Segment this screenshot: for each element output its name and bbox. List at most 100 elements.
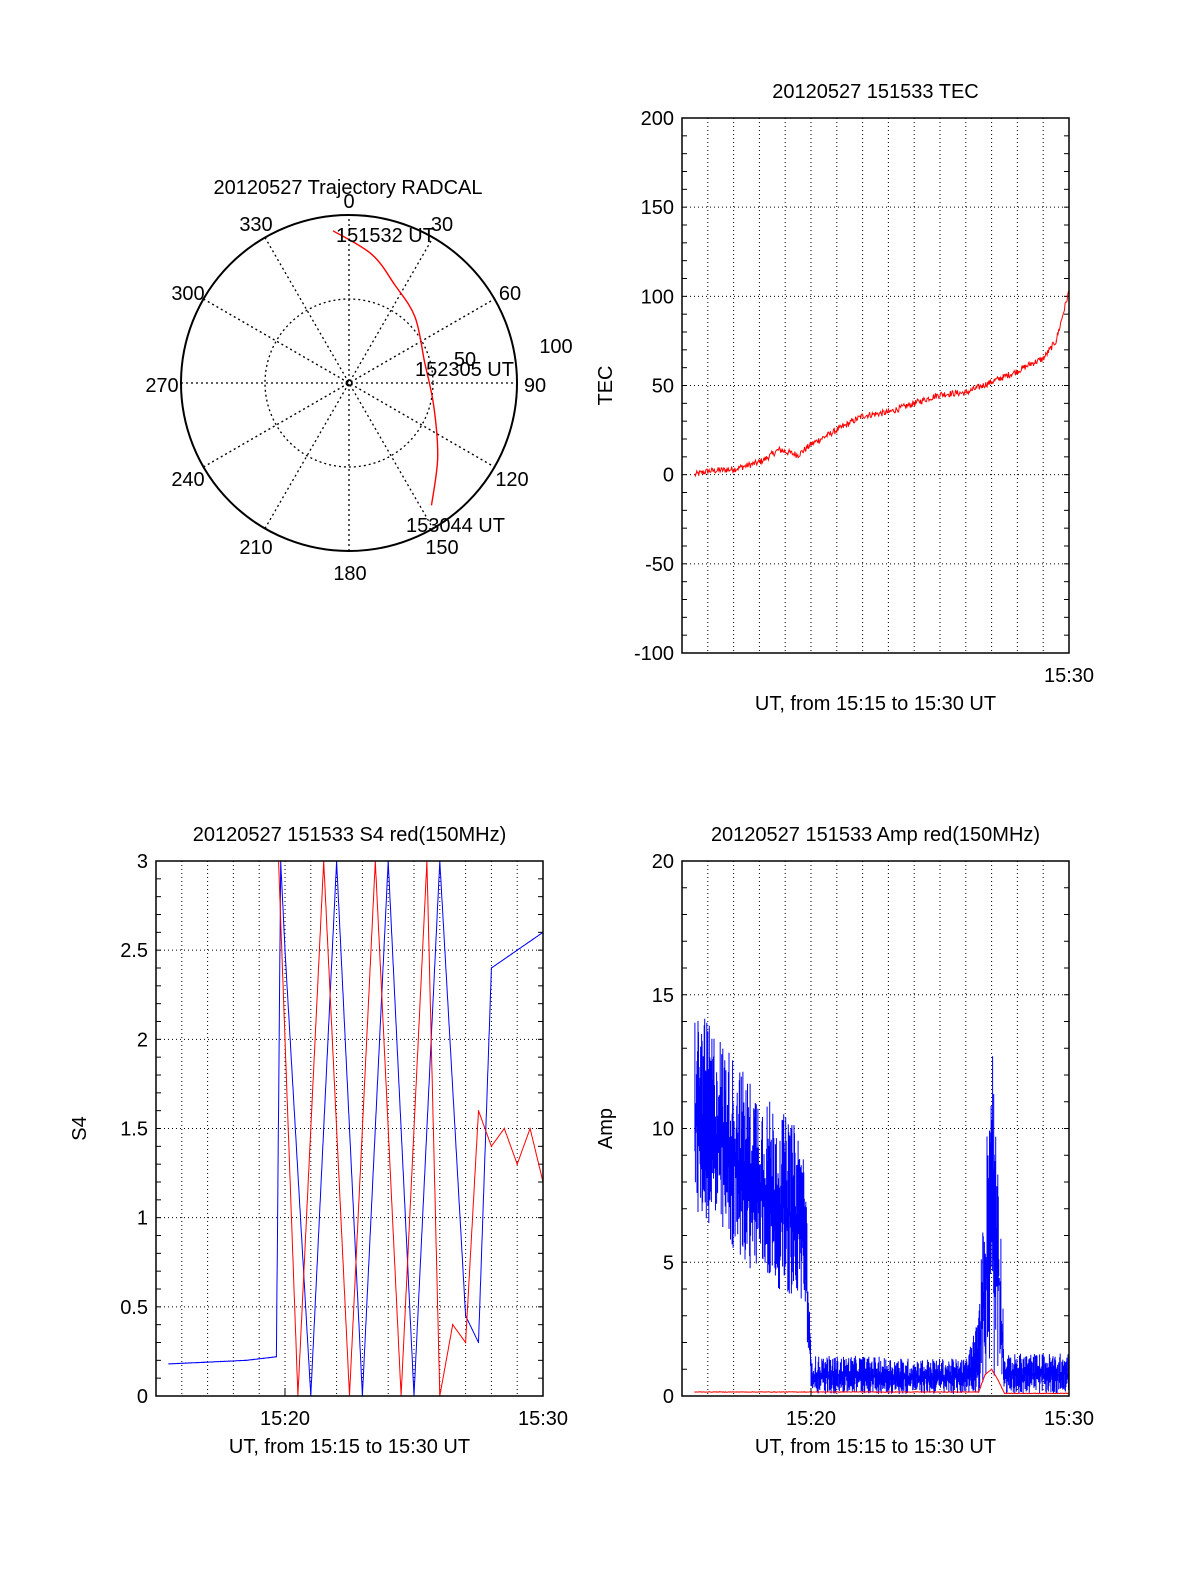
amp-xtick-label: 15:30 bbox=[1044, 1408, 1094, 1430]
trajectory-line bbox=[332, 230, 439, 506]
tec-point-red bbox=[1042, 358, 1044, 360]
tec-point-red bbox=[939, 393, 941, 396]
tec-ytick-label: 150 bbox=[641, 197, 674, 219]
s4-point-blue bbox=[465, 1315, 467, 1317]
tec-point-red bbox=[733, 468, 735, 470]
amp-point-red bbox=[978, 1391, 980, 1393]
s4-panel: 20120527 151533 S4 red(150MHz) 3 2.5 2 1.5 1 0… bbox=[69, 824, 568, 1458]
amp-point-red bbox=[694, 1391, 696, 1393]
tec-ytick-label: -100 bbox=[634, 643, 674, 665]
s4-point-blue bbox=[275, 1356, 277, 1358]
azimuth-label-210: 210 bbox=[239, 537, 272, 559]
amp-ytick-label: 20 bbox=[652, 851, 674, 873]
tec-ytick-label: -50 bbox=[645, 554, 674, 576]
s4-xtick-label: 15:30 bbox=[518, 1408, 568, 1430]
s4-point-blue bbox=[284, 949, 286, 951]
s4-title: 20120527 151533 S4 red(150MHz) bbox=[193, 824, 507, 846]
tec-ylabel: TEC bbox=[595, 366, 617, 406]
azimuth-label-90: 90 bbox=[524, 375, 546, 397]
tec-point-red bbox=[913, 402, 915, 404]
tec-point-red bbox=[1029, 363, 1031, 365]
s4-point-red bbox=[503, 1127, 505, 1130]
azimuth-label-150: 150 bbox=[425, 537, 458, 559]
s4-point-red bbox=[452, 1324, 454, 1326]
s4-ytick-label: 2 bbox=[137, 1029, 148, 1051]
tec-point-red bbox=[1055, 340, 1057, 342]
trajectory-end-label: 153044 UT bbox=[406, 515, 505, 537]
amp-ytick-label: 5 bbox=[663, 1252, 674, 1274]
tec-point-red bbox=[965, 392, 967, 394]
tec-title: 20120527 151533 TEC bbox=[772, 81, 978, 103]
tec-ytick-label: 50 bbox=[652, 376, 674, 398]
amp-frame bbox=[681, 860, 1070, 1397]
azimuth-label-0: 0 bbox=[343, 191, 354, 213]
polar-grid bbox=[181, 215, 517, 551]
s4-point-blue bbox=[168, 1363, 170, 1365]
amp-series-blue bbox=[694, 1018, 1069, 1394]
tec-frame bbox=[681, 117, 1070, 654]
tec-xtick-label: 15:30 bbox=[1044, 665, 1094, 687]
amp-point-red bbox=[984, 1374, 986, 1376]
trajectory-title: 20120527 Trajectory RADCAL bbox=[213, 177, 482, 199]
tec-series-group bbox=[694, 290, 1069, 478]
polar-center-mark bbox=[345, 379, 353, 387]
tec-panel: 20120527 151533 TEC 200 150 100 50 0 -50 -100 15… bbox=[595, 81, 1094, 715]
s4-xlabel: UT, from 15:15 to 15:30 UT bbox=[229, 1436, 470, 1458]
s4-point-blue bbox=[207, 1361, 209, 1363]
tec-point-red bbox=[810, 443, 812, 445]
s4-point-red bbox=[465, 1341, 467, 1344]
amp-series-group bbox=[694, 1018, 1069, 1395]
tec-point-red bbox=[707, 470, 709, 472]
tec-point-red bbox=[1016, 370, 1019, 372]
amp-xtick-label: 15:20 bbox=[786, 1408, 836, 1430]
tec-ytick-label: 0 bbox=[663, 465, 674, 487]
s4-series-blue bbox=[168, 861, 543, 1396]
azimuth-label-120: 120 bbox=[495, 469, 528, 491]
tec-point-red bbox=[778, 449, 780, 451]
s4-series-red bbox=[278, 861, 543, 1396]
s4-ytick-label: 0 bbox=[137, 1386, 148, 1408]
polar-spoke-60 bbox=[203, 298, 495, 468]
amp-series-red bbox=[694, 1368, 1069, 1395]
tec-point-red bbox=[991, 381, 993, 383]
amp-xlabel: UT, from 15:15 to 15:30 UT bbox=[755, 1436, 996, 1458]
amp-ytick-label: 10 bbox=[652, 1119, 674, 1141]
ring-label-100: 100 bbox=[539, 336, 572, 358]
s4-point-blue bbox=[245, 1359, 247, 1361]
s4-ytick-label: 1 bbox=[137, 1208, 148, 1230]
s4-ytick-label: 1.5 bbox=[120, 1119, 148, 1141]
s4-ytick-label: 3 bbox=[137, 851, 148, 873]
trajectory-mid-label: 152305 UT bbox=[415, 359, 514, 381]
tec-point-red bbox=[797, 454, 799, 456]
trajectory-start-label: 151532 UT bbox=[336, 225, 435, 247]
amp-panel: 20120527 151533 Amp red(150MHz) 20 15 10 5 0 1… bbox=[595, 824, 1094, 1458]
s4-point-red bbox=[477, 1110, 480, 1112]
ring-label-50: 50 bbox=[454, 349, 476, 371]
azimuth-label-30: 30 bbox=[431, 214, 453, 236]
s4-point-red bbox=[529, 1127, 531, 1130]
s4-ytick-label: 2.5 bbox=[120, 940, 148, 962]
s4-ytick-label: 0.5 bbox=[120, 1297, 148, 1319]
polar-outer-ring bbox=[180, 214, 518, 552]
azimuth-label-180: 180 bbox=[333, 563, 366, 585]
tec-point-red bbox=[836, 429, 838, 431]
polar-spoke-30 bbox=[264, 237, 434, 529]
amp-point-red bbox=[1003, 1392, 1006, 1394]
azimuth-label-240: 240 bbox=[171, 469, 204, 491]
s4-point-blue bbox=[516, 949, 518, 951]
azimuth-label-270: 270 bbox=[145, 375, 178, 397]
tec-point-red bbox=[758, 461, 761, 463]
polar-spoke-120 bbox=[203, 298, 495, 468]
s4-point-red bbox=[516, 1163, 518, 1165]
amp-title: 20120527 151533 Amp red(150MHz) bbox=[711, 824, 1040, 846]
azimuth-label-300: 300 bbox=[171, 283, 204, 305]
s4-frame bbox=[155, 860, 544, 1397]
tec-point-red bbox=[862, 415, 864, 417]
tec-ytick-label: 100 bbox=[641, 286, 674, 308]
polar-inner-ring bbox=[264, 298, 434, 468]
tec-ytick-label: 200 bbox=[641, 108, 674, 130]
s4-ylabel: S4 bbox=[69, 1116, 91, 1140]
azimuth-label-330: 330 bbox=[239, 214, 272, 236]
amp-ytick-label: 15 bbox=[652, 985, 674, 1007]
